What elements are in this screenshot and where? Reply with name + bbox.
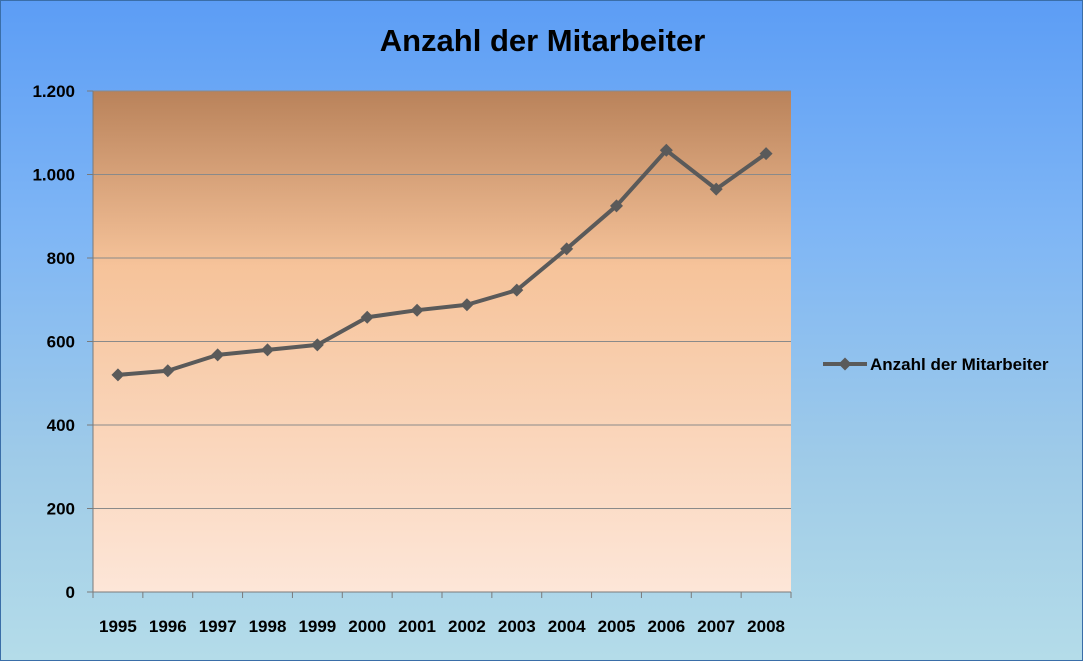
y-tick-label: 1.000 bbox=[32, 166, 75, 185]
y-tick-label: 400 bbox=[47, 416, 75, 435]
x-tick-label: 2003 bbox=[498, 617, 536, 636]
data-point-marker bbox=[410, 303, 424, 317]
x-tick-label: 2005 bbox=[598, 617, 636, 636]
x-tick-label: 2004 bbox=[548, 617, 586, 636]
x-tick-label: 1999 bbox=[298, 617, 336, 636]
x-tick-label: 2002 bbox=[448, 617, 486, 636]
data-point-marker bbox=[510, 283, 524, 297]
data-point-marker bbox=[610, 199, 623, 213]
data-point-marker bbox=[759, 147, 773, 161]
chart-title: Anzahl der Mitarbeiter bbox=[379, 23, 706, 58]
data-point-marker bbox=[310, 338, 324, 352]
data-point-marker bbox=[161, 364, 175, 378]
data-point-marker bbox=[560, 242, 574, 256]
x-tick-label: 2006 bbox=[647, 617, 685, 636]
x-tick-label: 1996 bbox=[149, 617, 187, 636]
series-line bbox=[117, 148, 768, 377]
x-tick-label: 2007 bbox=[697, 617, 735, 636]
y-tick-label: 1.200 bbox=[32, 82, 75, 101]
x-tick-label: 1998 bbox=[249, 617, 287, 636]
legend-marker bbox=[838, 357, 852, 371]
x-tick-label: 1997 bbox=[199, 617, 237, 636]
legend-label: Anzahl der Mitarbeiter bbox=[870, 355, 1049, 374]
data-point-marker bbox=[261, 343, 274, 357]
x-tick-label: 2000 bbox=[348, 617, 386, 636]
y-tick-label: 800 bbox=[47, 249, 75, 268]
data-point-marker bbox=[709, 182, 723, 196]
x-tick-label: 1995 bbox=[99, 617, 137, 636]
data-point-marker bbox=[659, 143, 673, 157]
y-tick-label: 600 bbox=[47, 333, 75, 352]
x-tick-label: 2008 bbox=[747, 617, 785, 636]
y-tick-label: 0 bbox=[66, 583, 75, 602]
data-point-marker bbox=[211, 348, 225, 362]
x-tick-label: 2001 bbox=[398, 617, 436, 636]
data-point-marker bbox=[360, 310, 374, 324]
data-point-marker bbox=[111, 368, 125, 382]
y-tick-label: 200 bbox=[47, 500, 75, 519]
data-point-marker bbox=[460, 298, 474, 312]
